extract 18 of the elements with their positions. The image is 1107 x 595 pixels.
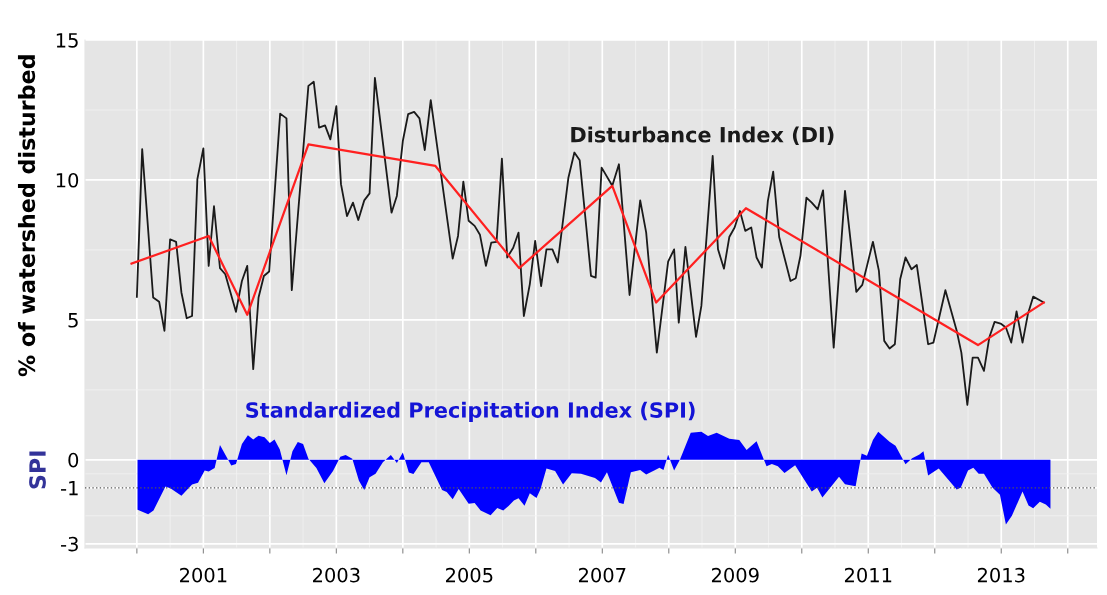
y-tick-label: 0 (68, 452, 79, 468)
y-tick-label: -3 (61, 536, 78, 552)
line-series (130, 143, 1045, 347)
series-label: Disturbance Index (DI) (571, 126, 834, 146)
text: SPI (29, 451, 46, 489)
series-label: Standardized Precipitation Index (SPI) (246, 401, 695, 422)
y-tick-label: 15 (56, 33, 78, 48)
x-tick-label: 2011 (844, 567, 892, 583)
y-tick-label: 5 (68, 313, 78, 328)
y-tick-label: -1 (61, 481, 78, 496)
x-tick-label: 2001 (180, 567, 227, 583)
x-tick-label: 2007 (578, 567, 626, 583)
x-tick-label: 2009 (711, 567, 759, 583)
y-axis-title: % of watershed disturbed (17, 55, 36, 377)
y-tick-label: 10 (56, 172, 79, 188)
x-tick-label: 2013 (977, 567, 1025, 583)
x-tick-label: 2005 (446, 567, 493, 583)
x-tick-label: 2003 (313, 567, 360, 583)
